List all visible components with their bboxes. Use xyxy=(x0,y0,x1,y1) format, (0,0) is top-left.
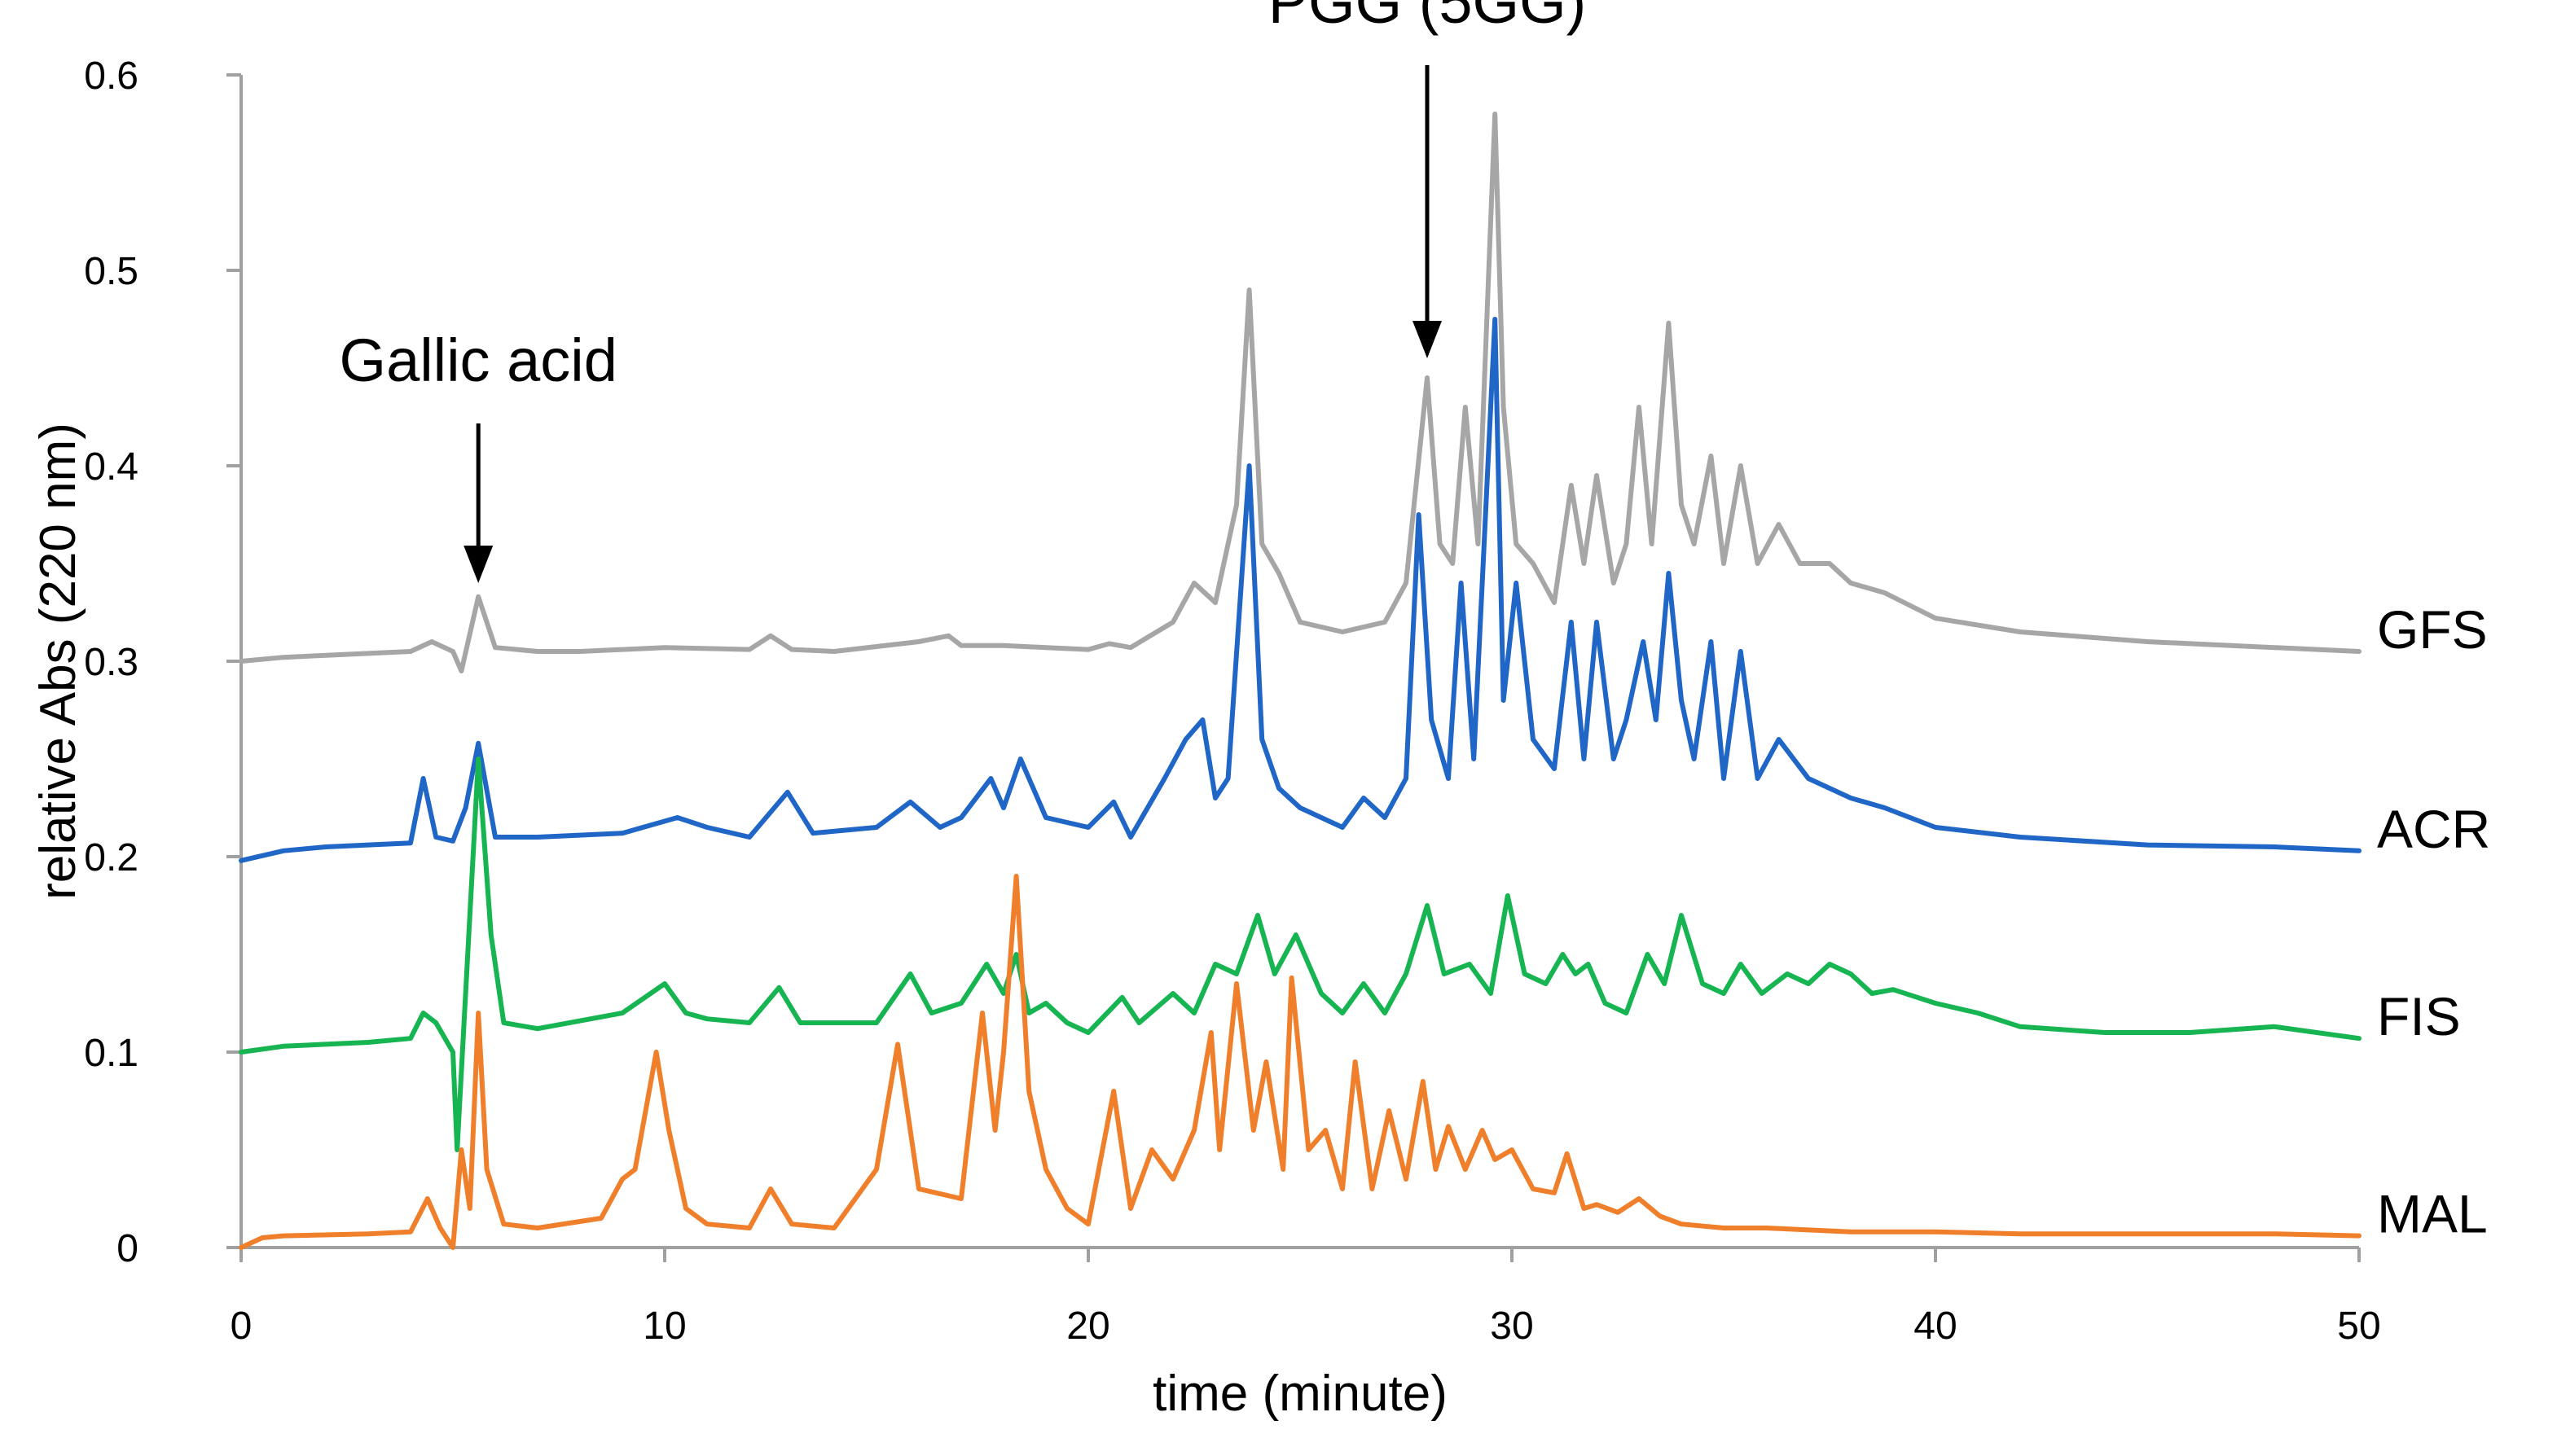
x-tick-label: 30 xyxy=(1490,1305,1533,1348)
series-line-acr xyxy=(239,317,2361,863)
annotations: Gallic acid PGG (5GG) xyxy=(340,0,1587,583)
y-axis-ticks: 0 0.1 0.2 0.3 0.4 0.5 0.6 xyxy=(84,55,241,1270)
annotation-label: PGG (5GG) xyxy=(1268,0,1587,36)
series-labels: GFS ACR FIS MAL xyxy=(2377,599,2490,1244)
x-tick-label: 10 xyxy=(643,1305,686,1348)
x-tick-label: 20 xyxy=(1066,1305,1109,1348)
y-tick-label: 0.1 xyxy=(84,1032,138,1075)
x-tick-label: 50 xyxy=(2337,1305,2380,1348)
series-lines xyxy=(239,112,2361,1250)
y-tick-label: 0.2 xyxy=(84,836,138,879)
y-tick-label: 0.4 xyxy=(84,445,138,489)
x-tick-label: 40 xyxy=(1913,1305,1957,1348)
y-tick-label: 0.3 xyxy=(84,641,138,684)
series-line-fis xyxy=(239,757,2361,1152)
series-label-fis: FIS xyxy=(2377,986,2461,1046)
series-label-acr: ACR xyxy=(2377,799,2490,859)
x-axis-ticks: 0 10 20 30 40 50 xyxy=(231,1248,2381,1348)
series-line-mal xyxy=(239,874,2361,1250)
y-tick-label: 0.6 xyxy=(84,55,138,98)
annotation-arrow-head xyxy=(1413,321,1442,358)
y-tick-label: 0 xyxy=(116,1227,138,1270)
annotation-arrow-head xyxy=(464,546,494,583)
y-axis-label: relative Abs (220 nm) xyxy=(30,423,86,900)
x-tick-label: 0 xyxy=(231,1305,253,1348)
y-tick-label: 0.5 xyxy=(84,250,138,293)
annotation-label: Gallic acid xyxy=(340,327,617,394)
series-line-gfs xyxy=(239,112,2361,673)
series-label-mal: MAL xyxy=(2377,1184,2488,1244)
x-axis-label: time (minute) xyxy=(1153,1366,1448,1422)
series-label-gfs: GFS xyxy=(2377,599,2488,660)
